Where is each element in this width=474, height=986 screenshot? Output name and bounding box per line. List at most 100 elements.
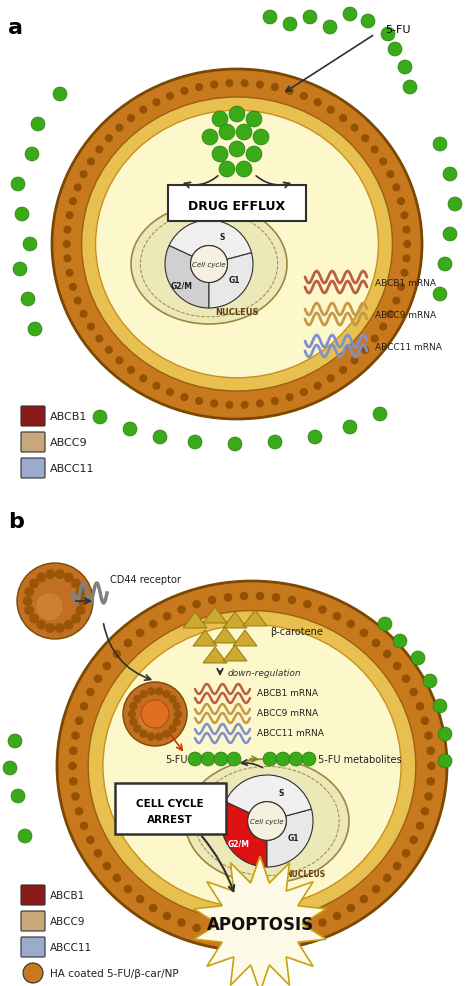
Text: ABCC11: ABCC11 — [50, 463, 94, 473]
FancyBboxPatch shape — [21, 458, 45, 478]
Circle shape — [163, 690, 171, 698]
Circle shape — [76, 605, 86, 615]
Circle shape — [210, 81, 218, 90]
Circle shape — [124, 639, 132, 648]
Circle shape — [346, 620, 355, 629]
Circle shape — [127, 115, 135, 123]
Circle shape — [177, 918, 186, 927]
Text: HA coated 5-FU/β-car/NP: HA coated 5-FU/β-car/NP — [50, 968, 179, 978]
Ellipse shape — [103, 625, 401, 907]
FancyBboxPatch shape — [21, 885, 45, 905]
Circle shape — [18, 829, 32, 843]
Circle shape — [229, 142, 245, 158]
Circle shape — [303, 924, 312, 932]
Circle shape — [361, 15, 375, 29]
Circle shape — [448, 198, 462, 212]
Circle shape — [371, 335, 379, 343]
Circle shape — [163, 912, 171, 920]
Circle shape — [80, 171, 88, 179]
Polygon shape — [203, 648, 227, 664]
Circle shape — [343, 8, 357, 22]
Circle shape — [302, 752, 316, 766]
Circle shape — [443, 168, 457, 181]
Circle shape — [80, 821, 88, 830]
Circle shape — [77, 597, 87, 606]
Circle shape — [195, 84, 203, 92]
Circle shape — [346, 904, 355, 912]
Circle shape — [393, 862, 401, 871]
Wedge shape — [165, 246, 209, 309]
Circle shape — [339, 367, 347, 375]
Circle shape — [192, 600, 201, 608]
Circle shape — [64, 620, 73, 630]
Circle shape — [64, 226, 72, 235]
Circle shape — [361, 135, 369, 143]
Circle shape — [219, 125, 235, 141]
Circle shape — [420, 808, 429, 815]
Circle shape — [155, 687, 163, 696]
Circle shape — [423, 674, 437, 688]
Circle shape — [393, 662, 401, 670]
Circle shape — [23, 597, 33, 606]
Circle shape — [63, 241, 71, 248]
Circle shape — [139, 690, 147, 698]
FancyBboxPatch shape — [168, 185, 306, 222]
Circle shape — [225, 80, 233, 88]
Circle shape — [80, 311, 88, 318]
Circle shape — [36, 573, 46, 583]
Circle shape — [149, 904, 157, 912]
Text: ABCC11 mRNA: ABCC11 mRNA — [375, 342, 442, 351]
Circle shape — [166, 388, 174, 396]
Circle shape — [308, 431, 322, 445]
Text: down-regulation: down-regulation — [228, 669, 301, 677]
Circle shape — [381, 28, 395, 42]
Circle shape — [86, 688, 95, 697]
Wedge shape — [209, 253, 253, 309]
Circle shape — [383, 874, 392, 882]
Circle shape — [173, 702, 181, 711]
Circle shape — [443, 228, 457, 242]
Circle shape — [339, 115, 347, 123]
Circle shape — [225, 401, 233, 409]
Circle shape — [65, 269, 73, 277]
FancyBboxPatch shape — [21, 406, 45, 427]
Circle shape — [285, 88, 294, 96]
Circle shape — [420, 717, 429, 726]
Circle shape — [263, 11, 277, 25]
Circle shape — [180, 393, 189, 401]
Circle shape — [383, 650, 392, 659]
Circle shape — [263, 752, 277, 766]
Circle shape — [253, 130, 269, 146]
Circle shape — [246, 147, 262, 163]
Circle shape — [402, 849, 410, 858]
Circle shape — [129, 702, 137, 711]
FancyBboxPatch shape — [21, 911, 45, 931]
Circle shape — [86, 836, 95, 844]
Circle shape — [438, 754, 452, 768]
Circle shape — [300, 93, 308, 101]
Circle shape — [433, 699, 447, 713]
Circle shape — [93, 410, 107, 425]
Circle shape — [94, 849, 102, 858]
Circle shape — [105, 346, 113, 355]
Circle shape — [411, 652, 425, 666]
Circle shape — [410, 688, 418, 697]
Circle shape — [300, 388, 308, 396]
Circle shape — [388, 43, 402, 57]
Text: S: S — [219, 233, 225, 242]
Circle shape — [246, 111, 262, 128]
Ellipse shape — [82, 98, 392, 391]
Circle shape — [373, 407, 387, 422]
Text: NUCLEUS: NUCLEUS — [285, 869, 325, 879]
Circle shape — [208, 597, 216, 604]
Circle shape — [139, 730, 147, 739]
Circle shape — [401, 269, 409, 277]
Circle shape — [402, 255, 410, 263]
Circle shape — [228, 438, 242, 452]
Circle shape — [224, 931, 232, 939]
Circle shape — [276, 752, 290, 766]
Circle shape — [64, 255, 72, 263]
Text: NUCLEUS: NUCLEUS — [215, 308, 259, 317]
Text: ABCB1: ABCB1 — [50, 890, 85, 900]
Text: a: a — [8, 18, 23, 38]
